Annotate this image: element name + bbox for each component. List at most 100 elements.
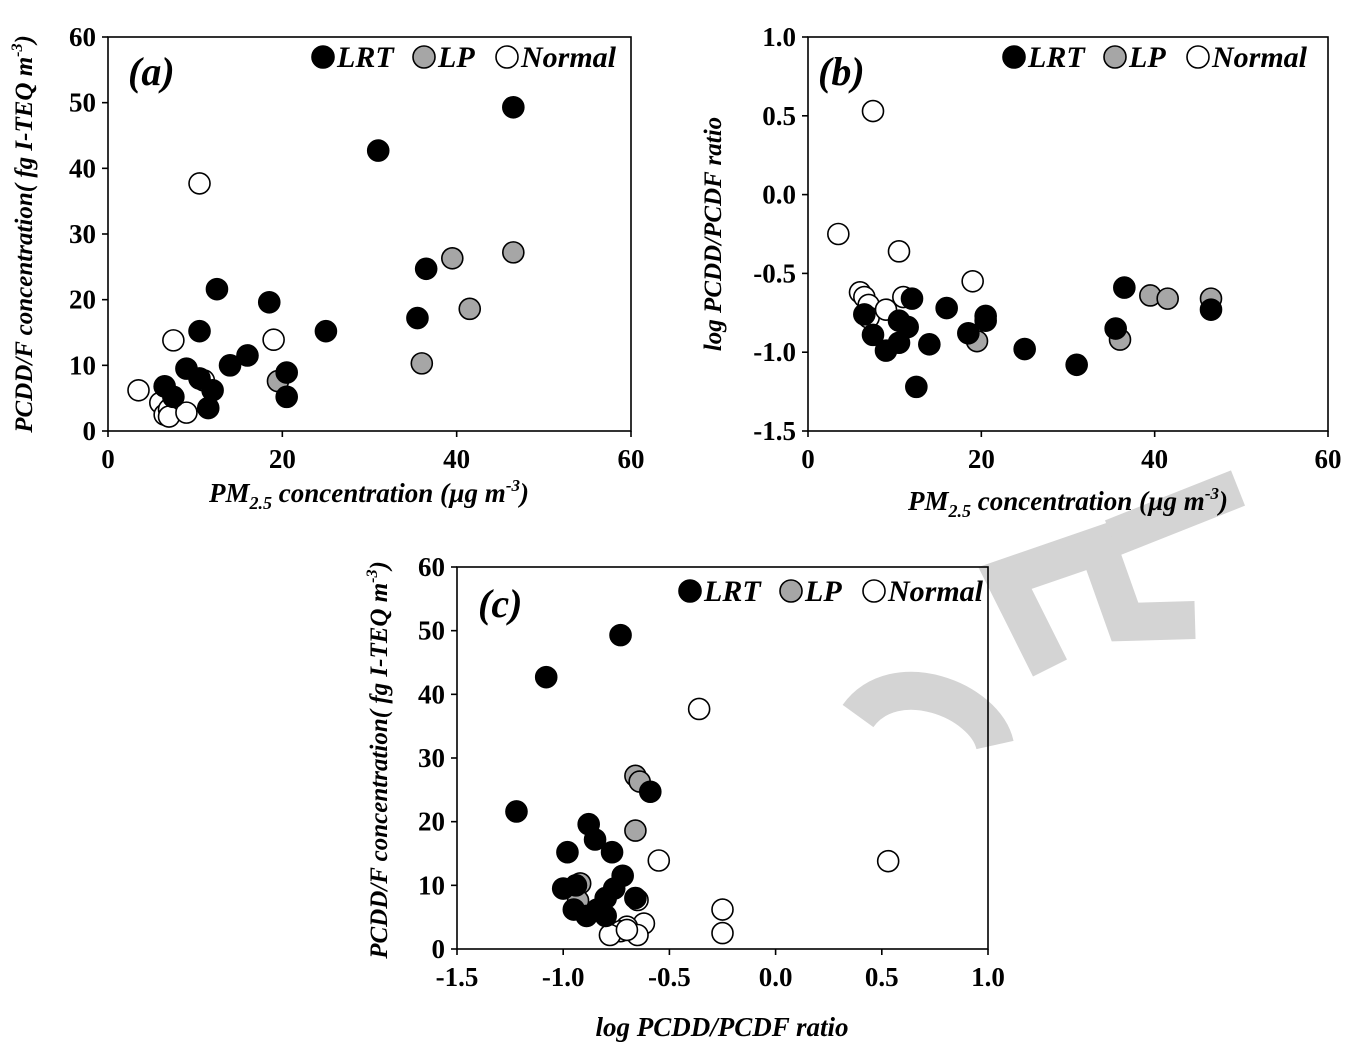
legend: LRT LP Normal xyxy=(678,575,984,608)
panel-a: 0 20 40 60 0 10 20 30 40 50 60 PM2.5 concentration … xyxy=(9,22,645,513)
y-tick-label: -1.5 xyxy=(753,416,796,446)
y-tick-label: 40 xyxy=(418,679,445,709)
y-tick-label: 20 xyxy=(418,807,445,837)
legend-marker-normal xyxy=(862,579,886,603)
y-tick-label: -1.0 xyxy=(753,337,796,367)
y-axis-label-end: ) xyxy=(11,35,38,45)
plot-area xyxy=(456,566,989,950)
x-axis-label-subscript: 2.5 xyxy=(948,501,972,521)
point-lrt xyxy=(505,800,528,823)
point-normal xyxy=(262,328,285,352)
legend-label-lrt: LRT xyxy=(703,575,762,608)
point-lrt xyxy=(236,344,259,367)
legend-marker-lrt xyxy=(678,579,702,603)
watermark xyxy=(842,470,1246,752)
x-axis-label-main: PM xyxy=(208,478,250,508)
x-axis-label: PM2.5 concentration (µg m-3) xyxy=(208,476,529,513)
point-normal xyxy=(687,697,711,721)
point-lrt xyxy=(896,315,919,339)
legend-marker-lrt xyxy=(1002,45,1026,69)
point-lrt xyxy=(1104,317,1127,340)
y-axis-label-superscript: -3 xyxy=(364,570,381,583)
y-tick-label: 20 xyxy=(69,285,96,315)
x-axis-label-end: ) xyxy=(517,478,529,508)
point-lrt xyxy=(257,290,281,314)
point-lrt xyxy=(414,257,438,281)
legend-marker-normal xyxy=(495,45,519,69)
x-axis-label-superscript: -3 xyxy=(506,476,521,495)
point-lp xyxy=(502,241,525,264)
y-tick-label: 1.0 xyxy=(762,22,796,52)
y-axis-label-text: log PCDD/PCDF ratio xyxy=(700,117,727,351)
panel-label: (c) xyxy=(478,581,522,626)
point-lp xyxy=(441,246,464,270)
x-tick-label: 1.0 xyxy=(971,962,1005,992)
x-tick-label: 40 xyxy=(1141,444,1168,474)
x-axis-label-main: PM xyxy=(907,486,949,516)
legend-marker-lp xyxy=(412,45,436,69)
point-normal xyxy=(711,921,734,945)
panel-b: 0 20 40 60 -1.5 -1.0 -0.5 0.0 0.5 1.0 PM2.5 concen… xyxy=(700,22,1342,521)
legend-label-normal: Normal xyxy=(1211,41,1308,74)
panel-label: (a) xyxy=(128,49,175,94)
x-axis-label-text: log PCDD/PCDF ratio xyxy=(595,1012,848,1042)
point-lp xyxy=(1156,287,1179,310)
point-lrt xyxy=(188,319,211,343)
point-lrt xyxy=(162,385,185,409)
point-normal xyxy=(887,240,911,263)
y-tick-label: 0.0 xyxy=(762,180,796,210)
point-lrt xyxy=(1199,298,1223,321)
y-axis-label: log PCDD/PCDF ratio xyxy=(700,117,727,351)
point-normal xyxy=(711,898,734,921)
x-axis-label-text: concentration (µg m xyxy=(971,486,1205,516)
y-axis-label-text: PCDD/F concentration( fg I-TEQ m xyxy=(366,583,393,960)
point-lrt xyxy=(600,840,624,864)
y-tick-label: 10 xyxy=(69,350,96,380)
legend-label-normal: Normal xyxy=(887,575,984,608)
y-tick-label: 0 xyxy=(83,416,97,446)
point-lrt xyxy=(935,296,958,320)
legend-marker-normal xyxy=(1186,45,1210,69)
point-lrt xyxy=(366,139,390,162)
point-lp xyxy=(624,819,647,842)
point-lrt xyxy=(900,287,924,310)
x-tick-label: 0.5 xyxy=(865,962,899,992)
x-tick-label: 0 xyxy=(101,444,115,474)
point-normal xyxy=(175,401,198,424)
point-lrt xyxy=(1113,276,1136,299)
x-tick-label: 60 xyxy=(1315,444,1342,474)
x-tick-label: -1.5 xyxy=(436,962,479,992)
legend-marker-lrt xyxy=(311,45,335,69)
point-lrt xyxy=(853,303,876,326)
legend-marker-lp xyxy=(779,579,803,603)
point-lrt xyxy=(314,319,338,343)
x-tick-label: 20 xyxy=(968,444,995,474)
x-axis-label: PM2.5 concentration (µg m-3) xyxy=(907,484,1228,521)
point-lrt xyxy=(609,623,632,647)
x-axis-label: log PCDD/PCDF ratio xyxy=(595,1012,848,1042)
legend-marker-lp xyxy=(1103,45,1127,69)
point-normal xyxy=(615,918,639,942)
x-tick-label: -0.5 xyxy=(648,962,691,992)
y-axis-label-superscript: -3 xyxy=(9,44,26,57)
point-lrt xyxy=(861,323,885,347)
x-axis-label-text: concentration (µg m xyxy=(272,478,506,508)
point-lrt xyxy=(905,375,928,399)
x-axis-label-subscript: 2.5 xyxy=(249,493,273,513)
x-tick-label: 0 xyxy=(801,444,815,474)
point-lrt xyxy=(275,385,298,409)
x-tick-label: 20 xyxy=(269,444,296,474)
x-tick-label: 60 xyxy=(618,444,645,474)
y-tick-label: 30 xyxy=(418,743,445,773)
point-normal xyxy=(188,172,211,195)
point-lrt xyxy=(534,665,558,689)
point-lrt xyxy=(275,361,298,384)
legend-label-lrt: LRT xyxy=(1027,41,1086,74)
point-lrt xyxy=(1013,337,1036,361)
point-lrt xyxy=(624,886,647,910)
point-normal xyxy=(162,329,185,352)
y-axis-label-text: PCDD/F concentration( fg I-TEQ m xyxy=(11,57,38,434)
point-lp xyxy=(458,297,482,321)
point-normal xyxy=(127,378,150,402)
